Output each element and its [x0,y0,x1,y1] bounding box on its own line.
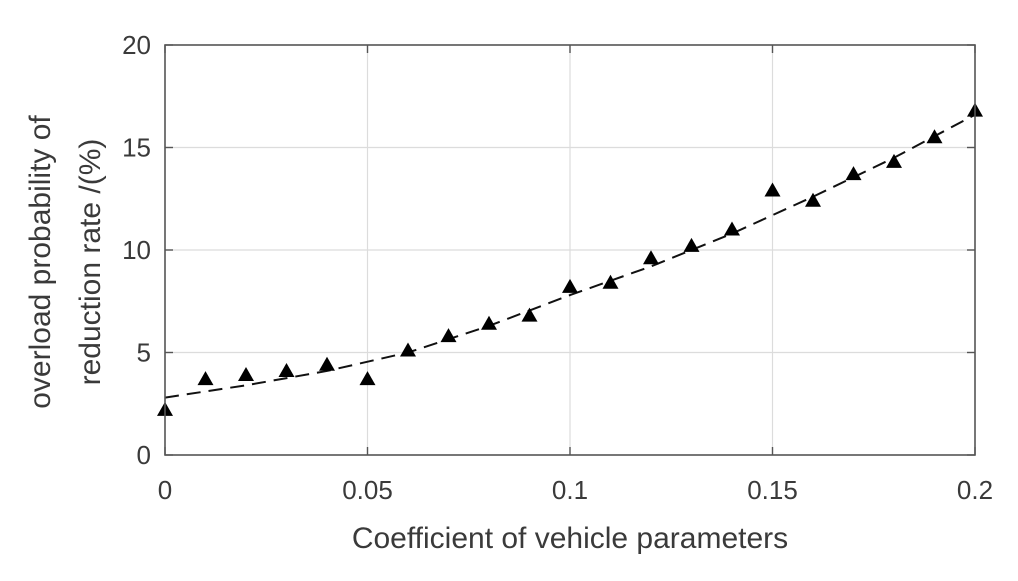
data-point-marker [683,237,700,252]
tick-label-group: 0 0.05 0.1 0.15 0.2 0 5 10 15 20 [122,30,993,505]
data-point-marker [319,356,335,371]
data-point-marker [521,307,538,322]
data-point-marker [359,371,376,386]
tick-group [164,44,976,456]
data-point-marker [724,221,740,236]
data-point-marker [562,278,578,293]
y-axis-title-line-1: overload probability of [24,115,57,409]
x-tick-label: 0.15 [747,475,798,505]
data-point-marker [481,315,497,330]
fit-line-group [164,113,976,399]
y-tick-label: 15 [122,133,151,163]
data-point-marker [238,367,254,382]
data-point-marker [440,328,457,343]
y-axis-title-line-2: reduction rate /(%) [74,139,107,386]
y-tick-label: 10 [122,235,151,265]
data-point-marker [764,182,781,197]
data-point-marker [643,250,659,265]
y-tick-label: 20 [122,30,151,60]
grid [165,45,975,455]
fit-line [164,113,976,399]
data-point-marker [845,166,862,181]
x-axis-title: Coefficient of vehicle parameters [352,522,788,555]
x-tick-label: 0.05 [342,475,393,505]
x-tick-label: 0.2 [957,475,993,505]
x-tick-label: 0 [158,475,172,505]
x-tick-label: 0.1 [552,475,588,505]
data-point-marker [805,192,821,207]
marker-group [157,102,983,416]
data-point-marker [197,371,214,386]
y-tick-label: 5 [137,338,151,368]
data-point-marker [602,274,619,289]
data-point-marker [886,153,902,168]
data-point-marker [400,342,416,357]
data-point-marker [278,362,295,377]
data-point-marker [926,129,943,144]
y-tick-label: 0 [137,440,151,470]
